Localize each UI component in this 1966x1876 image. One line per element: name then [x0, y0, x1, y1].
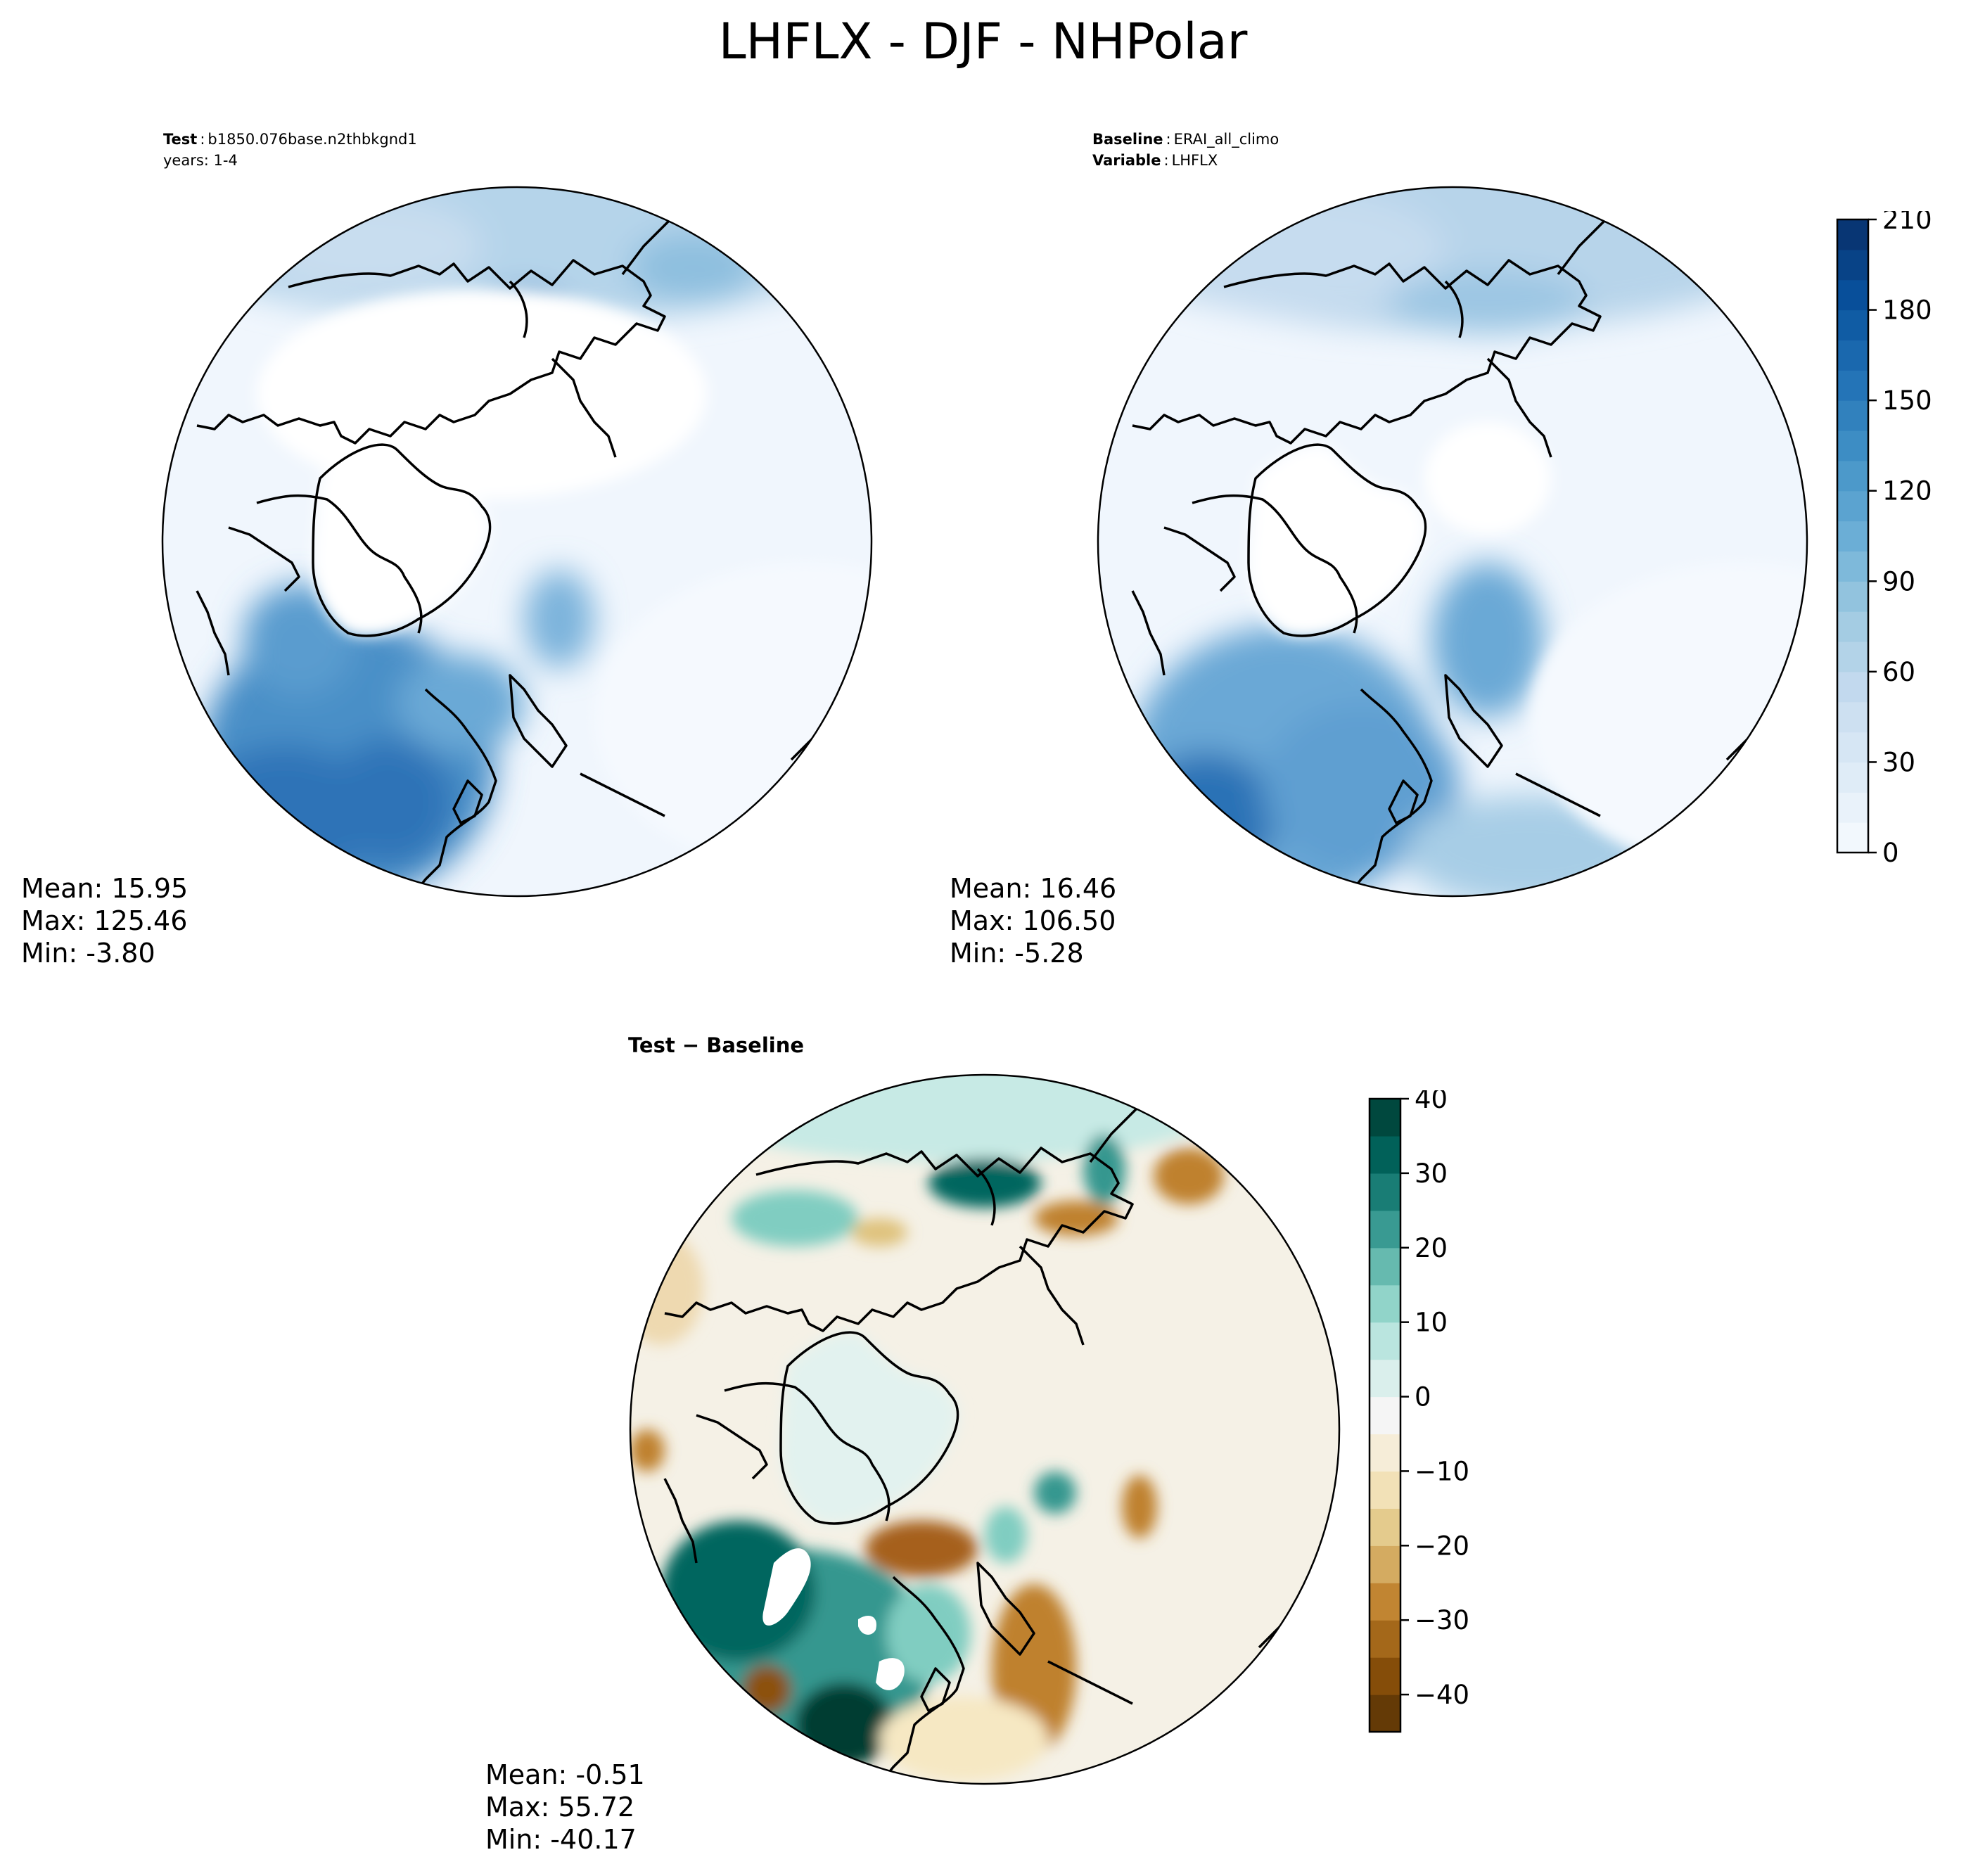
test-colorbar-level-8 [1837, 581, 1868, 612]
variable-name: LHFLX [1171, 152, 1218, 169]
baseline-stats: Mean: 16.46 Max: 106.50 Min: -5.28 [950, 872, 1116, 969]
diff-colorbar-tick-label-6: 20 [1415, 1233, 1448, 1263]
diff-colorbar-level-12 [1370, 1247, 1400, 1286]
test-colorbar-level-0 [1837, 822, 1868, 853]
test-colorbar-level-4 [1837, 701, 1868, 733]
test-map [161, 186, 873, 898]
baseline-max: Max: 106.50 [950, 905, 1116, 936]
diff-colorbar-tick-label-4: 0 [1415, 1382, 1431, 1412]
test-colorbar-tick-label-2: 60 [1882, 657, 1915, 687]
baseline-map [1097, 186, 1808, 898]
test-colorbar-level-15 [1837, 370, 1868, 401]
test-stats: Mean: 15.95 Max: 125.46 Min: -3.80 [21, 872, 188, 969]
test-colorbar-level-1 [1837, 792, 1868, 823]
diff-colorbar-level-0 [1370, 1695, 1400, 1733]
test-colorbar-level-17 [1837, 310, 1868, 341]
test-colorbar-tick-label-1: 30 [1882, 747, 1915, 777]
test-colorbar-tick-label-4: 120 [1882, 476, 1932, 506]
diff-colorbar-tick-label-3: −10 [1415, 1456, 1469, 1486]
diff-colorbar-level-10 [1370, 1322, 1400, 1360]
test-colorbar-tick-label-6: 180 [1882, 295, 1932, 326]
diff-colorbar-level-4 [1370, 1545, 1400, 1583]
test-colorbar-level-20 [1837, 219, 1868, 250]
diff-colorbar-tick-label-7: 30 [1415, 1159, 1448, 1189]
diff-colorbar-level-6 [1370, 1471, 1400, 1509]
test-colorbar-level-19 [1837, 249, 1868, 281]
test-colorbar-tick-label-3: 90 [1882, 566, 1915, 596]
test-colorbar-level-6 [1837, 642, 1868, 672]
diff-colorbar-tick-label-0: −40 [1415, 1680, 1469, 1710]
diff-colorbar-level-13 [1370, 1210, 1400, 1249]
test-colorbar-level-5 [1837, 671, 1868, 703]
variable-label: Variable [1092, 152, 1161, 169]
diff-colorbar-tick-label-8: 40 [1415, 1090, 1448, 1114]
difference-map [629, 1073, 1341, 1785]
test-colorbar-level-12 [1837, 460, 1868, 492]
diff-min: Min: -40.17 [485, 1824, 637, 1855]
test-years: years: 1-4 [163, 152, 238, 169]
test-colorbar-level-7 [1837, 611, 1868, 642]
test-colorbar-level-3 [1837, 732, 1868, 763]
diff-mean: Mean: -0.51 [485, 1759, 645, 1790]
diff-colorbar-level-7 [1370, 1434, 1400, 1472]
test-colorbar-level-10 [1837, 521, 1868, 552]
test-mean: Mean: 15.95 [21, 873, 189, 904]
test-colorbar-tick-label-0: 0 [1882, 838, 1899, 868]
test-colorbar-level-11 [1837, 490, 1868, 522]
test-case-name: b1850.076base.n2thbkgnd1 [208, 131, 417, 148]
baseline-case-name: ERAI_all_climo [1173, 131, 1279, 148]
diff-max: Max: 55.72 [485, 1792, 635, 1823]
diff-colorbar-level-16 [1370, 1099, 1400, 1137]
test-max: Max: 125.46 [21, 905, 188, 936]
baseline-mean: Mean: 16.46 [950, 873, 1117, 904]
diff-colorbar-frame [1368, 1097, 1402, 1733]
diff-colorbar-level-14 [1370, 1173, 1400, 1211]
test-colorbar-level-9 [1837, 551, 1868, 582]
test-colorbar-level-14 [1837, 400, 1868, 431]
diff-colorbar-level-1 [1370, 1657, 1400, 1695]
diff-colorbar-tick-label-1: −30 [1415, 1605, 1469, 1635]
test-colorbar-level-16 [1837, 340, 1868, 371]
test-colorbar-level-18 [1837, 279, 1868, 311]
test-colorbar-tick-label-5: 150 [1882, 385, 1932, 416]
test-colorbar: 0 30 60 90 120 150 180 210 [1836, 211, 1932, 868]
diff-stats: Mean: -0.51 Max: 55.72 Min: -40.17 [485, 1759, 645, 1856]
test-header: Test: b1850.076base.n2thbkgnd1 years: 1-4 [163, 129, 417, 171]
diff-colorbar-level-15 [1370, 1135, 1400, 1174]
diff-colorbar-level-5 [1370, 1508, 1400, 1546]
test-colorbar-level-2 [1837, 762, 1868, 793]
test-colorbar-frame [1836, 218, 1870, 854]
baseline-header: Baseline: ERAI_all_climo Variable: LHFLX [1092, 131, 1279, 169]
diff-colorbar-level-11 [1370, 1284, 1400, 1323]
figure-title: LHFLX - DJF - NHPolar [718, 13, 1248, 70]
baseline-label: Baseline [1092, 131, 1163, 148]
diff-colorbar-level-8 [1370, 1396, 1400, 1435]
diff-colorbar-tick-label-5: 10 [1415, 1308, 1448, 1338]
diff-colorbar-level-2 [1370, 1620, 1400, 1658]
test-colorbar-level-13 [1837, 430, 1868, 461]
test-min: Min: -3.80 [21, 938, 155, 969]
diff-header: Test − Baseline [628, 1033, 805, 1057]
test-label: Test [163, 131, 198, 148]
diff-colorbar-level-9 [1370, 1359, 1400, 1398]
test-colorbar-tick-label-7: 210 [1882, 211, 1932, 235]
diff-colorbar: −40 −30 −20 −10 0 10 20 30 40 [1368, 1090, 1469, 1733]
diff-colorbar-level-3 [1370, 1583, 1400, 1621]
diff-colorbar-tick-label-2: −20 [1415, 1531, 1469, 1561]
baseline-min: Min: -5.28 [950, 938, 1084, 969]
